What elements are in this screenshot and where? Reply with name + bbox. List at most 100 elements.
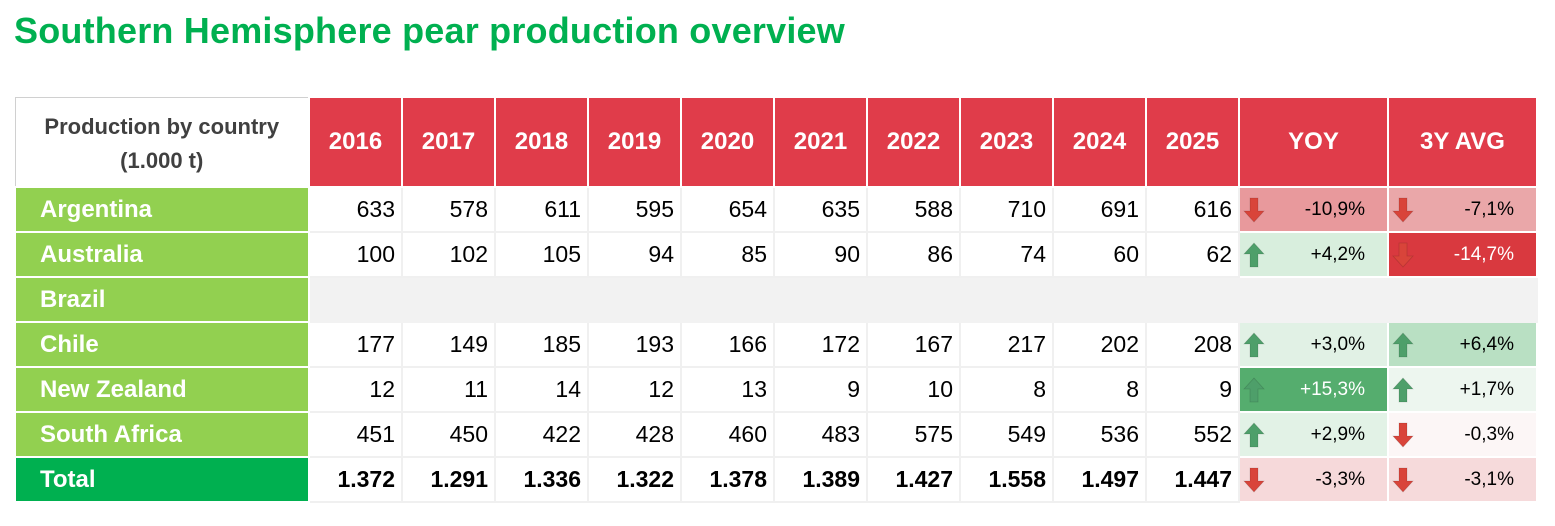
production-value: 60 bbox=[1052, 231, 1147, 278]
three-year-avg-value: +1,7% bbox=[1459, 378, 1514, 400]
year-header: 2017 bbox=[401, 96, 496, 188]
production-value: 62 bbox=[1145, 231, 1240, 278]
production-value: 8 bbox=[959, 366, 1054, 413]
production-value: 100 bbox=[308, 231, 403, 278]
production-value: 578 bbox=[401, 186, 496, 233]
year-header: 2021 bbox=[773, 96, 868, 188]
yoy-value: +4,2% bbox=[1310, 243, 1365, 265]
production-value: 635 bbox=[773, 186, 868, 233]
table-row: Argentina 633 578 611 595 654 635 588 710 691 616 -… bbox=[14, 186, 1538, 233]
production-value: 14 bbox=[494, 366, 589, 413]
three-year-avg-value: +6,4% bbox=[1459, 333, 1514, 355]
arrow-down-icon bbox=[1392, 467, 1414, 493]
three-year-avg-value: -3,1% bbox=[1464, 468, 1514, 490]
arrow-down-icon bbox=[1392, 197, 1414, 223]
production-value: 588 bbox=[866, 186, 961, 233]
yoy-change-cell: +4,2% bbox=[1238, 231, 1389, 278]
country-name: Australia bbox=[14, 231, 310, 278]
production-value: 217 bbox=[959, 321, 1054, 368]
production-value: 74 bbox=[959, 231, 1054, 278]
empty-cell bbox=[680, 276, 775, 323]
production-value: 691 bbox=[1052, 186, 1147, 233]
production-value: 11 bbox=[401, 366, 496, 413]
three-year-avg-change-cell: -0,3% bbox=[1387, 411, 1538, 458]
production-value: 10 bbox=[866, 366, 961, 413]
production-value: 85 bbox=[680, 231, 775, 278]
table-row: New Zealand 12 11 14 12 13 9 10 8 8 9 +15,3% +1,7% bbox=[14, 366, 1538, 413]
production-value: 1.378 bbox=[680, 456, 775, 503]
production-value: 633 bbox=[308, 186, 403, 233]
yoy-change-cell: +2,9% bbox=[1238, 411, 1389, 458]
country-name: Argentina bbox=[14, 186, 310, 233]
yoy-change-cell: +15,3% bbox=[1238, 366, 1389, 413]
year-header: 2018 bbox=[494, 96, 589, 188]
country-name: Chile bbox=[14, 321, 310, 368]
corner-header: Production by country (1.000 t) bbox=[14, 96, 310, 188]
arrow-down-icon bbox=[1392, 422, 1414, 448]
yoy-value: -10,9% bbox=[1304, 198, 1365, 220]
production-value: 428 bbox=[587, 411, 682, 458]
production-value: 1.389 bbox=[773, 456, 868, 503]
empty-cell bbox=[401, 276, 496, 323]
production-value: 9 bbox=[1145, 366, 1240, 413]
production-value: 86 bbox=[866, 231, 961, 278]
arrow-down-icon bbox=[1243, 197, 1265, 223]
total-row: Total 1.372 1.291 1.336 1.322 1.378 1.389 1.427… bbox=[14, 456, 1538, 503]
arrow-up-icon bbox=[1243, 421, 1265, 448]
three-year-avg-change-cell: -3,1% bbox=[1387, 456, 1538, 503]
production-value: 1.447 bbox=[1145, 456, 1240, 503]
production-value: 1.291 bbox=[401, 456, 496, 503]
production-value: 202 bbox=[1052, 321, 1147, 368]
country-name: New Zealand bbox=[14, 366, 310, 413]
yoy-change-cell: -10,9% bbox=[1238, 186, 1389, 233]
production-value: 149 bbox=[401, 321, 496, 368]
production-value: 105 bbox=[494, 231, 589, 278]
year-header: 2022 bbox=[866, 96, 961, 188]
empty-cell bbox=[1052, 276, 1147, 323]
table-body: Argentina 633 578 611 595 654 635 588 710 691 616 -… bbox=[14, 186, 1538, 503]
three-year-avg-change-cell: -14,7% bbox=[1387, 231, 1538, 278]
arrow-up-icon bbox=[1392, 376, 1414, 403]
production-value: 1.497 bbox=[1052, 456, 1147, 503]
production-value: 483 bbox=[773, 411, 868, 458]
production-value: 1.336 bbox=[494, 456, 589, 503]
production-value: 422 bbox=[494, 411, 589, 458]
yoy-change-cell: +3,0% bbox=[1238, 321, 1389, 368]
arrow-down-icon bbox=[1392, 242, 1414, 268]
production-value: 1.558 bbox=[959, 456, 1054, 503]
empty-cell bbox=[959, 276, 1054, 323]
production-value: 710 bbox=[959, 186, 1054, 233]
yoy-header: YOY bbox=[1238, 96, 1389, 188]
production-value: 460 bbox=[680, 411, 775, 458]
empty-cell bbox=[587, 276, 682, 323]
corner-header-line2: (1.000 t) bbox=[120, 147, 204, 173]
production-value: 13 bbox=[680, 366, 775, 413]
empty-cell bbox=[1387, 276, 1538, 323]
production-value: 1.427 bbox=[866, 456, 961, 503]
year-header: 2023 bbox=[959, 96, 1054, 188]
production-value: 172 bbox=[773, 321, 868, 368]
production-value: 167 bbox=[866, 321, 961, 368]
arrow-down-icon bbox=[1243, 467, 1265, 493]
production-value: 102 bbox=[401, 231, 496, 278]
production-value: 193 bbox=[587, 321, 682, 368]
year-header: 2024 bbox=[1052, 96, 1147, 188]
empty-cell bbox=[866, 276, 961, 323]
production-value: 450 bbox=[401, 411, 496, 458]
yoy-value: +2,9% bbox=[1310, 423, 1365, 445]
yoy-value: +15,3% bbox=[1300, 378, 1365, 400]
empty-cell bbox=[1238, 276, 1389, 323]
three-year-avg-change-cell: -7,1% bbox=[1387, 186, 1538, 233]
production-value: 536 bbox=[1052, 411, 1147, 458]
production-table: Production by country (1.000 t) 2016 201… bbox=[14, 96, 1538, 503]
production-value: 9 bbox=[773, 366, 868, 413]
three-year-avg-value: -7,1% bbox=[1464, 198, 1514, 220]
year-header: 2016 bbox=[308, 96, 403, 188]
table-row: Chile 177 149 185 193 166 172 167 217 202 208 +3,0%… bbox=[14, 321, 1538, 368]
production-value: 451 bbox=[308, 411, 403, 458]
production-value: 177 bbox=[308, 321, 403, 368]
three-year-avg-header: 3Y AVG bbox=[1387, 96, 1538, 188]
three-year-avg-value: -0,3% bbox=[1464, 423, 1514, 445]
arrow-up-icon bbox=[1243, 331, 1265, 358]
production-value: 575 bbox=[866, 411, 961, 458]
